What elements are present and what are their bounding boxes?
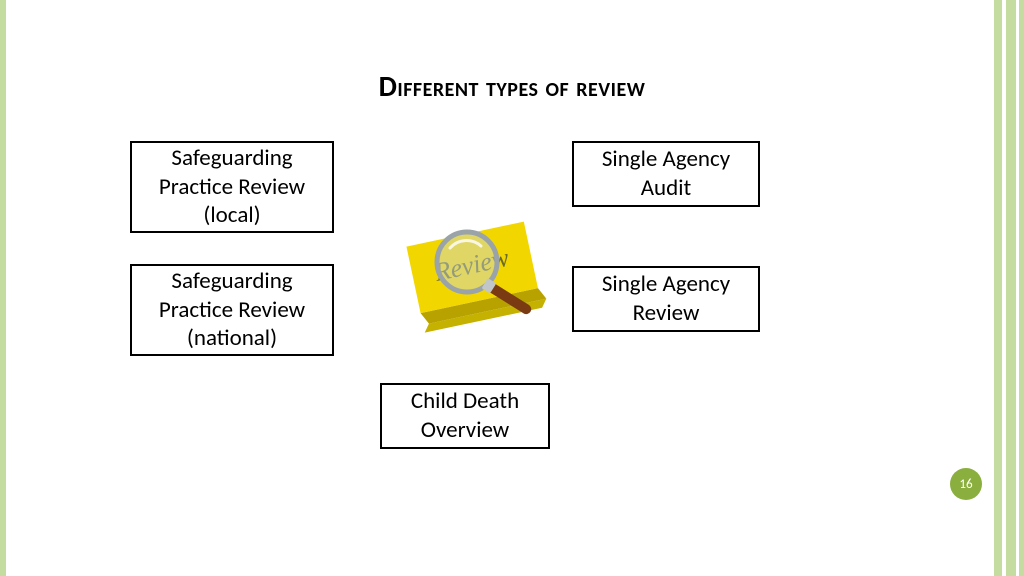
box-child-death-overview: Child DeathOverview bbox=[380, 383, 550, 449]
page-number-badge: 16 bbox=[950, 468, 982, 500]
box-label: Child DeathOverview bbox=[411, 387, 519, 445]
box-single-agency-review: Single AgencyReview bbox=[572, 266, 760, 332]
box-single-agency-audit: Single AgencyAudit bbox=[572, 141, 760, 207]
box-label: Single AgencyReview bbox=[602, 270, 730, 328]
review-book-icon: Review bbox=[395, 210, 565, 350]
page-number: 16 bbox=[959, 477, 972, 492]
box-label: SafeguardingPractice Review(local) bbox=[159, 144, 305, 230]
box-label: Single AgencyAudit bbox=[602, 145, 730, 203]
box-safeguarding-national: SafeguardingPractice Review(national) bbox=[130, 264, 334, 356]
slide-title: Different types of review bbox=[0, 68, 1024, 104]
box-label: SafeguardingPractice Review(national) bbox=[159, 267, 305, 353]
box-safeguarding-local: SafeguardingPractice Review(local) bbox=[130, 141, 334, 233]
